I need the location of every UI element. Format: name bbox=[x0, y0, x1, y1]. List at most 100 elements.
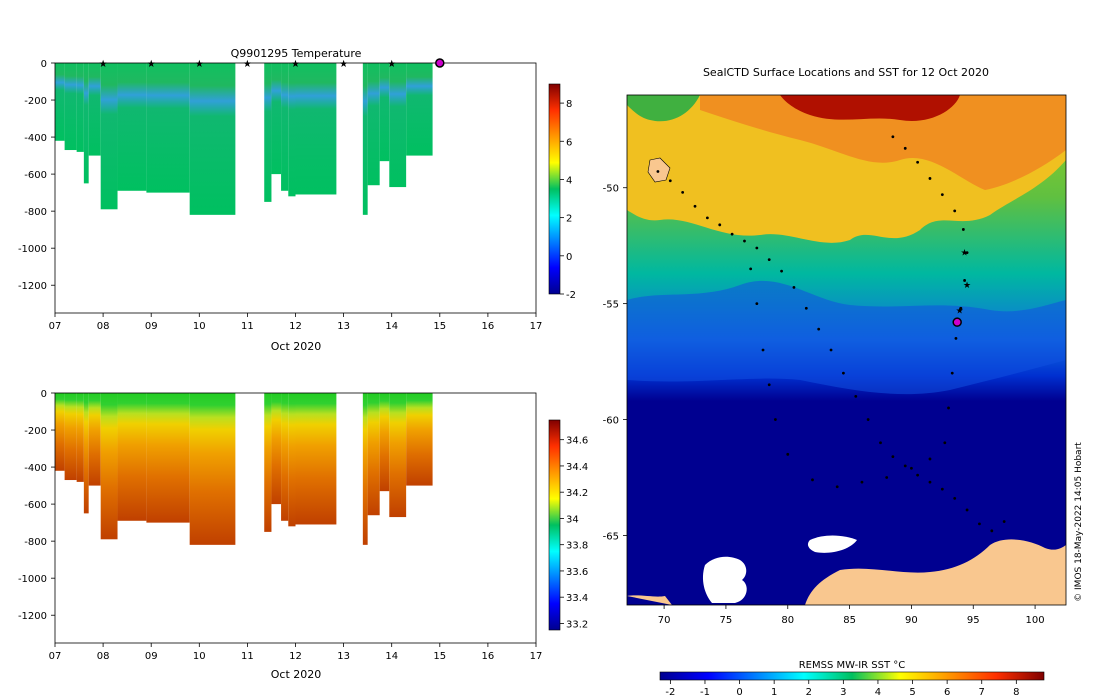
track-point bbox=[854, 394, 858, 398]
temperature-panel: Q9901295 Temperature 0 -200 -400 -600 -800 -1… bbox=[18, 47, 576, 353]
position-marker: ★ bbox=[956, 307, 964, 317]
x-tick-label: 12 bbox=[289, 321, 302, 332]
sst-colorbar-tick-label: -2 bbox=[665, 687, 675, 698]
track-point bbox=[755, 246, 759, 250]
profile-12 bbox=[288, 63, 296, 197]
map-x-tick-label: 95 bbox=[967, 615, 980, 626]
y-tick-label: 0 bbox=[41, 59, 47, 70]
temperature-profiles bbox=[55, 63, 433, 215]
track-point bbox=[950, 371, 954, 375]
profile-18 bbox=[406, 393, 433, 486]
profile-4 bbox=[88, 393, 101, 486]
profile-5 bbox=[100, 63, 118, 210]
map-x-tick-label: 90 bbox=[905, 615, 918, 626]
sst-green-corner bbox=[627, 95, 700, 122]
y-tick-label: -600 bbox=[24, 500, 47, 511]
x-tick-label: 09 bbox=[145, 651, 158, 662]
colorbar-tick-label: 34.4 bbox=[566, 462, 588, 473]
sst-colorbar-label: REMSS MW-IR SST °C bbox=[799, 660, 906, 671]
profile-15 bbox=[367, 63, 380, 186]
track-point bbox=[910, 466, 913, 470]
colorbar-tick-label: 34.2 bbox=[566, 488, 588, 499]
sst-map-x-ticks: 70 75 80 85 90 95 100 bbox=[658, 605, 1045, 626]
profile-9 bbox=[264, 63, 272, 202]
map-y-tick-label: -50 bbox=[603, 184, 619, 195]
y-tick-label: -800 bbox=[24, 207, 47, 218]
y-tick-label: -400 bbox=[24, 133, 47, 144]
profile-17 bbox=[389, 393, 407, 518]
track-point bbox=[730, 232, 734, 236]
sst-map-frame bbox=[626, 94, 1067, 606]
colorbar-tick-label: 33.2 bbox=[566, 619, 588, 630]
profile-6 bbox=[117, 393, 147, 521]
map-x-tick-label: 70 bbox=[658, 615, 671, 626]
profile-6 bbox=[117, 63, 147, 191]
x-tick-label: 10 bbox=[193, 321, 206, 332]
salinity-y-ticks: 0 -200 -400 -600 -800 -1000 -1200 bbox=[18, 389, 55, 622]
track-point bbox=[928, 457, 932, 461]
x-tick-label: 09 bbox=[145, 321, 158, 332]
y-tick-label: -400 bbox=[24, 463, 47, 474]
profile-4 bbox=[88, 63, 101, 156]
track-point bbox=[885, 476, 889, 479]
profile-0 bbox=[55, 393, 65, 471]
sst-colorbar-tick-label: 0 bbox=[736, 687, 742, 698]
current-position-marker bbox=[952, 317, 962, 327]
salinity-profiles bbox=[55, 393, 433, 545]
surface-marker: ★ bbox=[195, 59, 204, 70]
track-point bbox=[943, 441, 947, 445]
surface-marker: ★ bbox=[387, 59, 396, 70]
sst-colorbar-tick-label: 5 bbox=[909, 687, 915, 698]
track-point bbox=[959, 306, 963, 310]
salinity-xlabel: Oct 2020 bbox=[271, 668, 322, 681]
track-point bbox=[953, 496, 957, 500]
x-tick-label: 15 bbox=[433, 651, 446, 662]
imos-credit: © IMOS 18-May-2022 14:05 Hobart bbox=[1074, 442, 1084, 602]
profile-13 bbox=[295, 393, 337, 525]
track-point bbox=[961, 228, 965, 231]
profile-3 bbox=[83, 63, 89, 184]
x-tick-label: 14 bbox=[385, 321, 398, 332]
salinity-panel: 0 -200 -400 -600 -800 -1000 -1200 07 08 09 10 11 12… bbox=[18, 389, 588, 681]
sst-cool-band bbox=[627, 280, 1066, 395]
y-tick-label: -1200 bbox=[18, 281, 47, 292]
track-point bbox=[811, 478, 814, 482]
position-marker: ★ bbox=[963, 281, 971, 291]
track-point bbox=[780, 269, 783, 273]
position-markers: ★ ★ ★ bbox=[952, 249, 971, 327]
track-point bbox=[891, 455, 895, 459]
track-point bbox=[767, 383, 771, 387]
track-point bbox=[947, 406, 950, 410]
sst-colorbar-tick-label: 8 bbox=[1013, 687, 1019, 698]
colorbar-tick-label: 6 bbox=[566, 137, 572, 148]
track-point bbox=[860, 480, 864, 484]
track-point bbox=[817, 327, 821, 331]
position-marker: ★ bbox=[961, 249, 969, 259]
profile-7 bbox=[146, 63, 190, 193]
x-tick-label: 13 bbox=[337, 321, 350, 332]
track-point bbox=[792, 286, 796, 289]
profile-11 bbox=[281, 63, 289, 191]
x-tick-label: 11 bbox=[241, 321, 254, 332]
map-x-tick-label: 80 bbox=[781, 615, 794, 626]
x-tick-label: 11 bbox=[241, 651, 254, 662]
highlight-marker bbox=[435, 58, 445, 68]
y-tick-label: -200 bbox=[24, 96, 47, 107]
profile-1 bbox=[64, 393, 77, 481]
profile-2 bbox=[76, 63, 84, 152]
salinity-x-ticks: 07 08 09 10 11 12 13 14 15 16 17 bbox=[49, 643, 542, 662]
profile-3 bbox=[83, 393, 89, 514]
y-tick-label: -1200 bbox=[18, 611, 47, 622]
track-point bbox=[804, 306, 808, 310]
ice-patch-central bbox=[807, 535, 857, 553]
profile-14 bbox=[362, 393, 368, 545]
track-point bbox=[978, 522, 981, 526]
track-point bbox=[1002, 520, 1006, 523]
profile-8 bbox=[189, 393, 236, 545]
kerguelen-island bbox=[647, 157, 671, 183]
colorbar-tick-label: 33.4 bbox=[566, 593, 588, 604]
profile-1 bbox=[64, 63, 77, 151]
colorbar-tick-label: 33.6 bbox=[566, 567, 588, 578]
track-point bbox=[705, 216, 709, 220]
